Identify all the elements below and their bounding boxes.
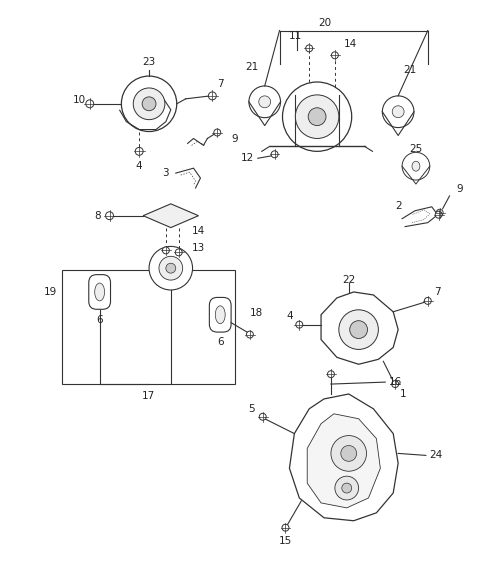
Text: 7: 7 <box>217 79 224 89</box>
Text: 10: 10 <box>73 95 86 105</box>
Polygon shape <box>307 414 380 508</box>
Text: 13: 13 <box>192 243 205 253</box>
Text: 4: 4 <box>286 311 293 321</box>
Text: 8: 8 <box>95 211 101 221</box>
Text: 14: 14 <box>192 225 205 236</box>
Circle shape <box>208 92 216 100</box>
Circle shape <box>159 256 183 280</box>
Circle shape <box>306 45 312 52</box>
Text: 20: 20 <box>318 17 332 28</box>
Circle shape <box>282 524 289 531</box>
Text: 11: 11 <box>289 31 302 42</box>
Text: 4: 4 <box>136 161 143 171</box>
Text: 22: 22 <box>342 275 355 285</box>
Circle shape <box>335 476 359 500</box>
Text: 6: 6 <box>217 338 224 347</box>
Circle shape <box>295 95 339 139</box>
Circle shape <box>342 483 352 493</box>
Circle shape <box>175 249 182 256</box>
Text: 7: 7 <box>434 287 441 297</box>
Circle shape <box>402 153 430 180</box>
Circle shape <box>308 108 326 125</box>
Circle shape <box>435 211 442 218</box>
Circle shape <box>259 413 266 420</box>
Polygon shape <box>143 204 199 228</box>
Circle shape <box>259 96 271 108</box>
Circle shape <box>246 331 253 338</box>
Circle shape <box>296 321 303 328</box>
Text: 23: 23 <box>143 57 156 67</box>
Circle shape <box>106 212 113 220</box>
Polygon shape <box>289 394 398 521</box>
Circle shape <box>392 380 399 387</box>
Circle shape <box>283 82 352 151</box>
Circle shape <box>162 247 169 254</box>
Text: 24: 24 <box>429 450 443 461</box>
Polygon shape <box>321 292 398 364</box>
Circle shape <box>249 86 280 118</box>
Circle shape <box>331 52 338 59</box>
Circle shape <box>133 88 165 120</box>
Circle shape <box>214 129 221 136</box>
Text: 18: 18 <box>250 307 264 318</box>
Text: 3: 3 <box>163 168 169 178</box>
Text: 9: 9 <box>232 135 239 144</box>
Text: 12: 12 <box>241 153 254 163</box>
Text: 25: 25 <box>409 144 422 154</box>
Text: 19: 19 <box>44 287 57 297</box>
Text: 9: 9 <box>456 184 463 194</box>
FancyBboxPatch shape <box>89 275 110 309</box>
Text: 1: 1 <box>400 389 407 399</box>
Ellipse shape <box>216 306 225 324</box>
Circle shape <box>383 96 414 128</box>
Ellipse shape <box>95 283 105 301</box>
Ellipse shape <box>412 161 420 171</box>
FancyBboxPatch shape <box>209 298 231 332</box>
Text: 17: 17 <box>142 391 155 401</box>
Circle shape <box>149 246 192 290</box>
Circle shape <box>436 209 443 216</box>
Circle shape <box>135 147 143 155</box>
Circle shape <box>341 446 357 461</box>
Text: 16: 16 <box>388 377 402 387</box>
Text: 21: 21 <box>403 65 417 75</box>
Bar <box>62 270 235 384</box>
Circle shape <box>121 76 177 132</box>
Circle shape <box>327 370 335 377</box>
Circle shape <box>142 97 156 111</box>
Circle shape <box>86 100 94 108</box>
Text: 5: 5 <box>249 404 255 414</box>
Text: 21: 21 <box>245 62 259 72</box>
Circle shape <box>271 151 278 158</box>
Circle shape <box>339 310 378 350</box>
Circle shape <box>331 436 367 471</box>
Text: 14: 14 <box>344 39 357 49</box>
Text: 2: 2 <box>395 201 401 211</box>
Circle shape <box>424 298 431 305</box>
Text: 15: 15 <box>279 536 292 546</box>
Circle shape <box>392 106 404 118</box>
Circle shape <box>350 321 368 339</box>
Circle shape <box>166 263 176 273</box>
Text: 6: 6 <box>96 314 103 325</box>
